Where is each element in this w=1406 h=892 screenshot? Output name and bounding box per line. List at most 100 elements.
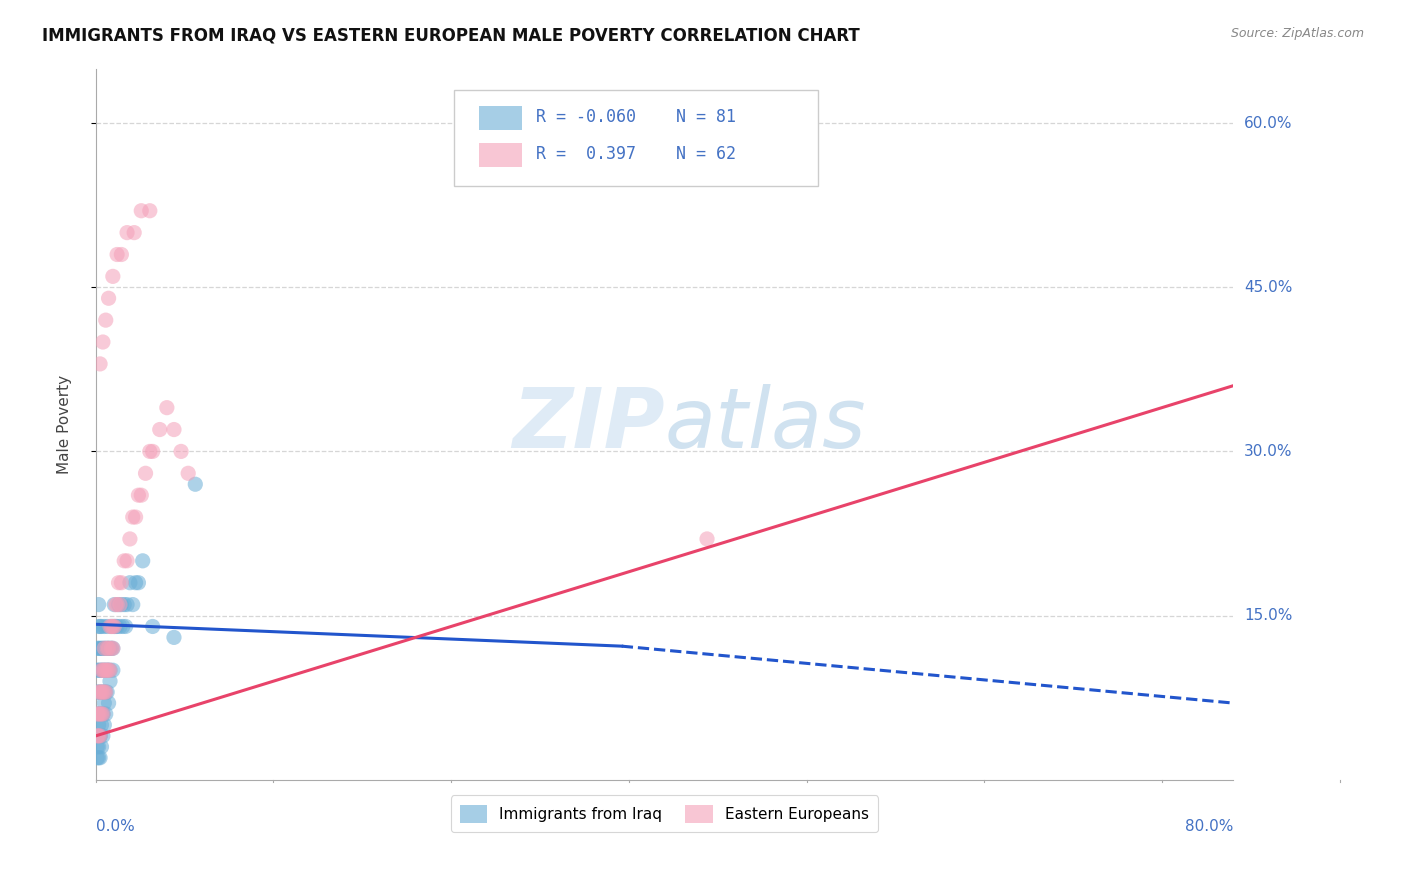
Point — [110, 575, 132, 590]
Point — [90, 663, 112, 677]
Point — [90, 706, 112, 721]
Point — [90, 619, 112, 633]
Point — [94, 641, 117, 656]
Text: atlas: atlas — [665, 384, 866, 465]
Point — [93, 696, 115, 710]
Point — [111, 619, 134, 633]
Text: 45.0%: 45.0% — [1244, 280, 1292, 295]
Text: 15.0%: 15.0% — [1244, 608, 1292, 623]
Point — [156, 401, 179, 415]
Text: N = 81: N = 81 — [676, 108, 735, 126]
Point — [87, 729, 110, 743]
Point — [87, 598, 110, 612]
Point — [139, 203, 162, 218]
Point — [96, 663, 118, 677]
Point — [89, 750, 111, 764]
Point — [87, 739, 110, 754]
Point — [93, 663, 115, 677]
Point — [142, 444, 165, 458]
Point — [163, 631, 186, 645]
Point — [122, 226, 145, 240]
Point — [101, 619, 124, 633]
Point — [124, 510, 146, 524]
Point — [98, 641, 121, 656]
Point — [103, 619, 125, 633]
Point — [104, 619, 127, 633]
Text: IMMIGRANTS FROM IRAQ VS EASTERN EUROPEAN MALE POVERTY CORRELATION CHART: IMMIGRANTS FROM IRAQ VS EASTERN EUROPEAN… — [42, 27, 860, 45]
Point — [93, 685, 115, 699]
Point — [96, 619, 118, 633]
Text: R = -0.060: R = -0.060 — [536, 108, 636, 126]
Point — [94, 663, 117, 677]
Point — [108, 598, 131, 612]
Point — [86, 729, 108, 743]
Point — [97, 641, 120, 656]
Point — [87, 685, 110, 699]
Point — [112, 598, 135, 612]
Point — [139, 444, 162, 458]
Point — [86, 663, 108, 677]
Point — [98, 663, 121, 677]
Point — [100, 619, 122, 633]
Point — [103, 598, 125, 612]
Point — [90, 718, 112, 732]
Point — [86, 750, 108, 764]
Point — [97, 641, 120, 656]
Point — [142, 619, 165, 633]
Point — [121, 510, 143, 524]
Point — [108, 619, 131, 633]
Point — [121, 598, 143, 612]
Point — [94, 706, 117, 721]
Point — [91, 729, 114, 743]
Point — [104, 598, 127, 612]
Point — [91, 663, 114, 677]
Point — [177, 467, 200, 481]
Point — [87, 619, 110, 633]
Point — [170, 444, 193, 458]
Legend: Immigrants from Iraq, Eastern Europeans: Immigrants from Iraq, Eastern Europeans — [450, 796, 879, 832]
Point — [101, 641, 124, 656]
Point — [94, 663, 117, 677]
Point — [91, 685, 114, 699]
Point — [107, 575, 129, 590]
Text: N = 62: N = 62 — [676, 145, 735, 163]
Text: Source: ZipAtlas.com: Source: ZipAtlas.com — [1230, 27, 1364, 40]
Point — [118, 532, 141, 546]
Point — [87, 706, 110, 721]
Point — [87, 750, 110, 764]
Point — [118, 575, 141, 590]
Point — [98, 674, 121, 689]
Point — [163, 423, 186, 437]
Point — [87, 685, 110, 699]
Point — [96, 641, 118, 656]
Text: ZIP: ZIP — [512, 384, 665, 465]
Point — [110, 247, 132, 261]
Point — [135, 467, 157, 481]
Point — [149, 423, 172, 437]
Point — [89, 663, 111, 677]
Point — [129, 203, 152, 218]
Point — [86, 706, 108, 721]
Point — [91, 334, 114, 349]
Point — [93, 641, 115, 656]
Point — [91, 706, 114, 721]
Point — [89, 641, 111, 656]
Point — [87, 718, 110, 732]
Point — [86, 739, 108, 754]
Point — [98, 619, 121, 633]
Point — [114, 619, 136, 633]
Point — [94, 313, 117, 327]
Point — [115, 554, 138, 568]
Point — [101, 269, 124, 284]
Point — [91, 685, 114, 699]
Text: 80.0%: 80.0% — [1185, 819, 1233, 834]
Point — [93, 685, 115, 699]
Point — [86, 729, 108, 743]
Text: 30.0%: 30.0% — [1244, 444, 1292, 458]
Point — [96, 685, 118, 699]
Point — [105, 619, 128, 633]
Point — [696, 532, 718, 546]
Point — [89, 729, 111, 743]
Point — [93, 718, 115, 732]
Point — [115, 226, 138, 240]
